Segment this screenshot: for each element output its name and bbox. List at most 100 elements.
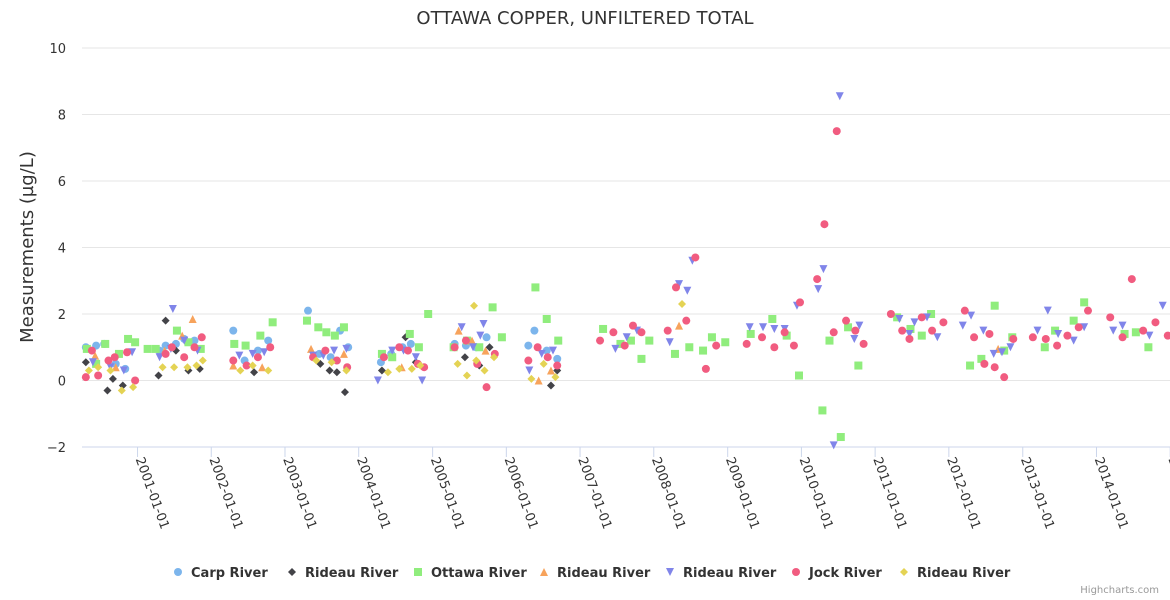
data-point[interactable] [230,339,239,348]
data-point[interactable] [533,343,542,352]
data-point[interactable] [1040,343,1049,352]
data-point[interactable] [154,371,163,380]
data-point[interactable] [997,348,1006,357]
data-point[interactable] [1106,313,1115,322]
data-point[interactable] [542,314,551,323]
data-point[interactable] [980,359,989,368]
data-point[interactable] [405,329,414,338]
data-point[interactable] [683,286,692,295]
data-point[interactable] [927,310,936,318]
data-point[interactable] [1158,301,1167,310]
data-point[interactable] [850,334,859,343]
legend-marker[interactable] [174,568,182,576]
data-point[interactable] [527,374,536,383]
data-point[interactable] [637,354,646,363]
data-point[interactable] [1151,318,1160,327]
legend-item[interactable]: Rideau River [540,566,651,581]
data-point[interactable] [842,316,851,325]
data-point[interactable] [190,343,199,352]
data-point[interactable] [829,441,838,450]
data-point[interactable] [342,366,351,375]
data-point[interactable] [1139,326,1148,335]
data-point[interactable] [260,348,269,357]
data-point[interactable] [418,376,427,385]
data-point[interactable] [253,346,262,355]
data-point[interactable] [1006,343,1015,352]
data-point[interactable] [264,336,273,345]
data-point[interactable] [229,326,238,335]
data-point[interactable] [406,339,415,348]
data-point[interactable] [131,376,140,385]
data-point[interactable] [84,366,93,375]
data-point[interactable] [268,318,277,327]
data-point[interactable] [188,314,197,323]
data-point[interactable] [678,300,687,309]
data-point[interactable] [248,349,257,358]
legend-label[interactable]: Rideau River [683,566,777,581]
data-point[interactable] [81,373,90,382]
data-point[interactable] [304,306,313,315]
data-point[interactable] [258,363,267,372]
legend-label[interactable]: Rideau River [917,566,1011,581]
data-point[interactable] [161,316,170,325]
data-point[interactable] [699,346,708,355]
data-point[interactable] [990,363,999,372]
data-point[interactable] [479,319,488,328]
data-point[interactable] [770,324,779,333]
data-point[interactable] [985,329,994,338]
data-point[interactable] [488,303,497,312]
legend-marker[interactable] [288,568,296,576]
data-point[interactable] [322,328,331,337]
data-point[interactable] [476,331,485,340]
data-point[interactable] [663,326,672,335]
data-point[interactable] [1084,306,1093,315]
data-point[interactable] [524,356,533,365]
data-point[interactable] [151,344,160,353]
data-point[interactable] [1163,331,1170,340]
data-point[interactable] [108,374,117,383]
legend-label[interactable]: Rideau River [557,566,651,581]
data-point[interactable] [905,329,914,338]
data-point[interactable] [758,333,767,342]
data-point[interactable] [554,336,563,345]
data-point[interactable] [665,338,674,347]
data-point[interactable] [844,323,853,332]
data-point[interactable] [81,358,90,367]
legend-item[interactable]: Ottawa River [414,566,527,581]
data-point[interactable] [101,339,110,348]
data-point[interactable] [789,341,798,350]
data-point[interactable] [167,343,176,352]
data-point[interactable] [530,326,539,335]
data-point[interactable] [114,349,123,358]
data-point[interactable] [248,361,257,370]
data-point[interactable] [1041,334,1050,343]
legend-label[interactable]: Carp River [191,566,268,581]
data-point[interactable] [531,283,540,292]
data-point[interactable] [542,346,551,355]
data-point[interactable] [682,316,691,325]
data-point[interactable] [939,318,948,327]
data-point[interactable] [307,344,316,353]
data-point[interactable] [854,361,863,370]
data-point[interactable] [424,310,433,318]
data-point[interactable] [454,326,463,335]
data-point[interactable] [1054,329,1063,338]
data-point[interactable] [813,275,822,284]
data-point[interactable] [1118,321,1127,330]
data-point[interactable] [1063,331,1072,340]
data-point[interactable] [548,346,557,355]
data-point[interactable] [553,361,562,370]
data-point[interactable] [1131,328,1140,337]
data-point[interactable] [94,371,103,380]
data-point[interactable] [184,338,193,347]
data-point[interactable] [467,336,476,345]
legend-marker[interactable] [666,568,674,576]
data-point[interactable] [340,388,349,397]
data-point[interactable] [379,353,388,362]
data-point[interactable] [94,363,103,372]
data-point[interactable] [106,366,115,375]
data-point[interactable] [330,331,339,340]
data-point[interactable] [768,314,777,323]
data-point[interactable] [836,433,845,442]
data-point[interactable] [1144,343,1153,352]
